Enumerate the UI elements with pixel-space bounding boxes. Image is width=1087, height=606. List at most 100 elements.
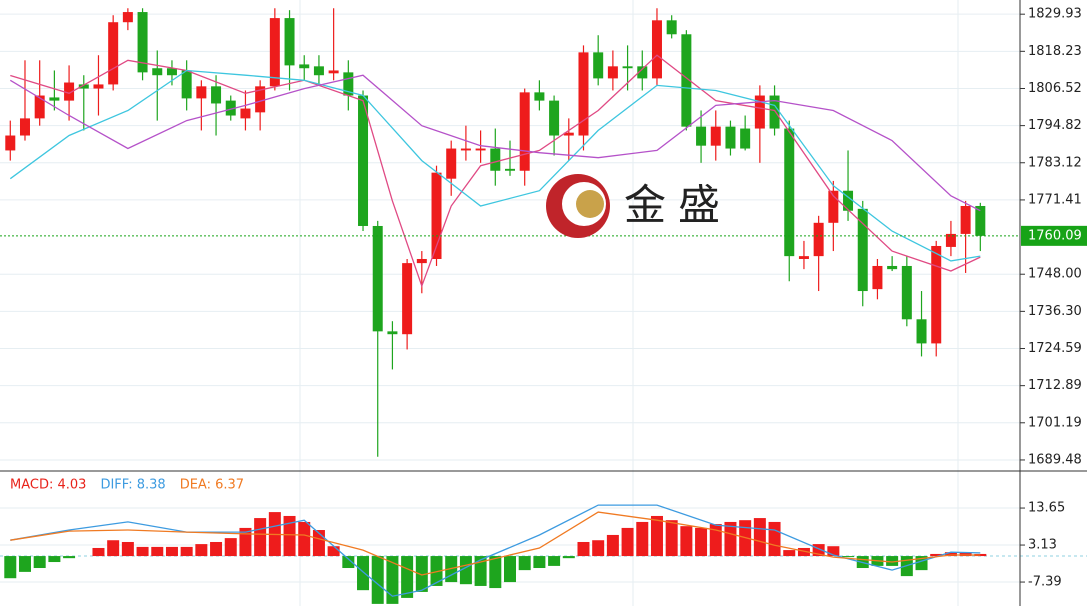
macd-bar (136, 546, 149, 557)
macd-bar (357, 556, 370, 591)
last-price-box (1021, 225, 1087, 246)
candle-body (299, 64, 310, 69)
indicator-label: DEA: 6.37 (180, 478, 244, 493)
macd-bar (210, 541, 223, 557)
macd-bar (959, 552, 972, 557)
y-tick-label: 13.65 (1028, 501, 1065, 516)
candle-body (666, 20, 677, 35)
candle-body (960, 205, 971, 234)
candle-body (240, 108, 251, 119)
candle-body (137, 12, 148, 73)
macd-bar (886, 556, 899, 566)
candle-body (49, 97, 60, 101)
macd-bar (298, 521, 311, 557)
candle-body (34, 95, 45, 119)
macd-bar (680, 526, 693, 557)
indicator-line (10, 54, 981, 288)
macd-bar (283, 515, 296, 557)
y-tick-label: 1712.89 (1028, 378, 1082, 393)
plot-layer: 1829.93 1818.23 1806.52 1794.82 1783.12 1771.… (0, 7, 1087, 604)
candle-body (798, 256, 809, 259)
candle-body (313, 66, 324, 76)
candle-body (519, 92, 530, 171)
macd-bar (63, 556, 76, 559)
macd-bar (430, 556, 443, 586)
watermark: 金盛 (546, 174, 720, 238)
macd-bar (709, 524, 722, 557)
y-tick-label: 1794.82 (1028, 118, 1082, 133)
candle-body (843, 190, 854, 211)
candle-body (593, 52, 604, 79)
macd-bar (4, 556, 17, 579)
macd-bar (636, 521, 649, 557)
candle-body (725, 126, 736, 149)
y-tick-label: 1818.23 (1028, 44, 1082, 59)
candle-body (872, 265, 883, 290)
macd-bar (180, 546, 193, 557)
candle-body (372, 225, 383, 332)
candle-body (460, 148, 471, 151)
macd-bar (753, 518, 766, 557)
y-tick-label: 1724.59 (1028, 341, 1082, 356)
macd-bar (606, 534, 619, 557)
y-tick-label: 1771.41 (1028, 192, 1082, 207)
y-tick-label: 1689.48 (1028, 452, 1082, 467)
candle-body (78, 84, 89, 89)
macd-bar (944, 552, 957, 557)
candle-body (196, 86, 207, 99)
macd-bar (327, 546, 340, 557)
candle-body (225, 100, 236, 116)
y-tick-label: 3.13 (1028, 538, 1057, 553)
candle-body (549, 100, 560, 136)
macd-bar (621, 527, 634, 557)
candle-body (534, 92, 545, 101)
macd-bar (930, 553, 943, 557)
candle-body (637, 66, 648, 79)
candle-body (622, 66, 633, 69)
candle-body (446, 148, 457, 179)
macd-bar (92, 547, 105, 557)
macd-bar (401, 556, 414, 598)
candle-body (122, 12, 133, 23)
macd-bar (386, 556, 399, 604)
candle-body (578, 52, 589, 136)
candle-body (563, 132, 574, 136)
candle-body (269, 18, 280, 87)
candle-body (166, 68, 177, 76)
macd-bar (650, 515, 663, 557)
y-tick-label: 1736.30 (1028, 304, 1082, 319)
candle-body (490, 148, 501, 171)
macd-bar (48, 556, 61, 563)
y-tick-label: -7.39 (1028, 575, 1062, 590)
candle-body (681, 34, 692, 127)
candle-body (93, 84, 104, 89)
y-tick-label: 1829.93 (1028, 7, 1082, 22)
macd-bar (797, 547, 810, 557)
macd-bar (533, 556, 546, 569)
candle-body (5, 135, 16, 151)
macd-bar (107, 540, 120, 557)
candle-body (857, 208, 868, 292)
macd-bar (592, 540, 605, 557)
macd-bar (974, 553, 987, 557)
macd-bar (33, 556, 46, 569)
macd-bar (474, 556, 487, 586)
macd-bar (151, 546, 164, 557)
macd-bar (695, 527, 708, 557)
macd-bar (548, 556, 561, 566)
candle-body (64, 82, 75, 101)
macd-bar (562, 556, 575, 559)
last-price-label: 1760.09 (1028, 228, 1082, 243)
macd-bar (371, 556, 384, 604)
y-tick-label: 1748.00 (1028, 267, 1082, 282)
macd-bar (165, 546, 178, 557)
macd-bar (665, 520, 678, 557)
candle-body (358, 95, 369, 226)
candle-body (343, 72, 354, 96)
indicator-line (9, 74, 981, 212)
macd-bar (459, 556, 472, 585)
candle-body (431, 172, 442, 259)
candle-body (181, 70, 192, 99)
